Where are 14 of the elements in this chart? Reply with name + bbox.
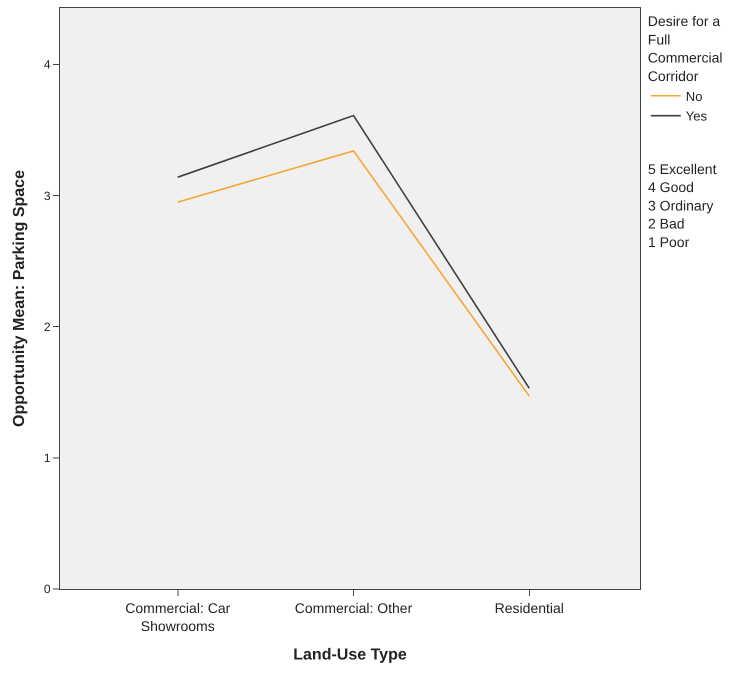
y-tick-label: 1 xyxy=(44,451,51,466)
y-tick-label: 3 xyxy=(44,188,51,203)
y-axis-title: Opportunity Mean: Parking Space xyxy=(10,170,28,427)
text: 5 Excellent 4 Good 3 Ordinary 2 Bad 1 Poor xyxy=(648,161,717,250)
x-tick-label: Commercial: Car Showrooms xyxy=(125,600,231,634)
y-tick-label: 4 xyxy=(44,58,51,72)
legend-label: No xyxy=(686,88,702,104)
x-axis-title: Land-Use Type xyxy=(293,646,407,664)
y-tick-label: 0 xyxy=(44,582,51,596)
x-tick-label: Residential xyxy=(494,600,564,616)
x-tick-label: Commercial: Other xyxy=(294,600,413,616)
legend-title: Desire for a Full Commercial Corridor xyxy=(648,13,722,84)
y-tick-label: 2 xyxy=(44,320,51,334)
legend-label: Yes xyxy=(686,108,708,124)
